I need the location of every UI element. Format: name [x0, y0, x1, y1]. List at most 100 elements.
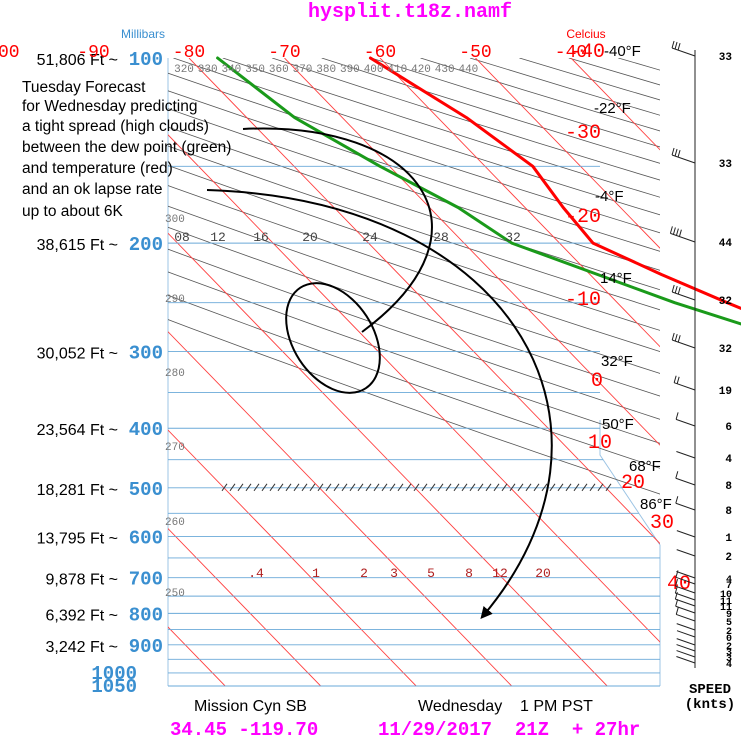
wind-speed-value: 6 — [725, 422, 732, 434]
mixing-ratio-label: 20 — [302, 230, 318, 245]
altitude-label: 30,052 Ft ~ — [37, 345, 118, 362]
pressure-label: 900 — [129, 636, 163, 658]
wind-barb-feather — [675, 579, 678, 587]
hatch-mark — [389, 483, 396, 492]
altitude-label: 6,392 Ft ~ — [46, 607, 119, 624]
hatch-mark — [301, 483, 308, 492]
top-temp-tick-label: -60 — [364, 43, 396, 63]
right-temp-label: -20 — [565, 206, 601, 229]
hatch-mark — [341, 483, 348, 492]
hatch-mark — [269, 483, 276, 492]
mixing-ratio-label: 12 — [492, 566, 508, 581]
wind-barb — [676, 644, 696, 652]
mixing-ratio-label: 5 — [427, 566, 435, 581]
pressure-label: 600 — [129, 528, 163, 550]
theta-tick-label: 430 — [435, 64, 455, 76]
annotation-arrow-upper — [242, 127, 433, 333]
hatch-mark — [517, 483, 524, 492]
mixing-ratio-label: 12 — [210, 230, 226, 245]
wind-barb-feather — [669, 226, 673, 234]
dewpoint-series-line — [216, 56, 741, 326]
annotation-line: for Wednesday predicting — [22, 98, 197, 115]
plot-right-edge — [599, 420, 661, 686]
hatch-mark — [285, 483, 292, 492]
altitude-label: 3,242 Ft ~ — [46, 639, 119, 656]
annotation-line: between the dew point (green) — [22, 139, 231, 156]
dry-adiabat-line — [168, 271, 660, 444]
dry-adiabat-line — [519, 58, 660, 101]
isotherm-line — [379, 58, 660, 348]
hatch-mark — [293, 483, 300, 492]
wind-barb-feather — [675, 599, 679, 607]
hatch-mark — [277, 483, 284, 492]
wind-barb-feather — [674, 333, 678, 342]
altitude-label: 51,806 Ft ~ — [37, 52, 118, 69]
wind-barb-feather — [674, 285, 678, 294]
theta-tick-label: 400 — [364, 64, 384, 76]
hatch-mark — [229, 483, 236, 492]
wind-barb-feather — [676, 376, 680, 384]
wind-speed-value: 1 — [725, 533, 732, 545]
mixing-ratio-label: 8 — [465, 566, 473, 581]
wind-barb — [676, 656, 696, 664]
theta-tick-label: 410 — [387, 64, 407, 76]
isotherm-line — [168, 134, 660, 643]
top-temp-tick-label: -100 — [0, 43, 20, 63]
top-temp-tick-label: -50 — [459, 43, 491, 63]
temperature-series-line — [368, 56, 741, 310]
wind-speed-value: 33 — [719, 52, 733, 64]
dry-adiabat-line — [469, 58, 660, 116]
top-temp-tick-label: -90 — [77, 43, 109, 63]
wind-barb-feather — [674, 585, 678, 594]
theta-side-label: 290 — [165, 294, 185, 306]
wind-speed-value: 4 — [725, 454, 732, 466]
dry-adiabat-line — [168, 294, 660, 469]
wind-units-label: (knts) — [685, 697, 735, 713]
wind-speed-value: 8 — [725, 481, 732, 493]
wind-barb — [675, 576, 696, 585]
isotherm-line — [284, 58, 660, 446]
wind-barb-feather — [675, 570, 679, 578]
hatch-mark — [525, 483, 532, 492]
theta-tick-label: 390 — [340, 64, 360, 76]
top-temp-tick-label: -80 — [173, 43, 205, 63]
wind-barb-feather — [677, 287, 681, 295]
wind-barb-feather — [671, 332, 675, 341]
wind-speed-value: 8 — [725, 506, 732, 518]
theta-tick-label: 370 — [293, 64, 313, 76]
wind-barb — [675, 502, 696, 511]
isotherm-line — [168, 331, 512, 686]
wind-barb — [675, 418, 696, 427]
dry-adiabat-line — [168, 165, 660, 331]
mixing-ratio-label: 16 — [253, 230, 269, 245]
annotation-arrow-lower — [206, 189, 553, 620]
theta-tick-label: 350 — [245, 64, 265, 76]
wind-speed-value: 2 — [726, 642, 732, 653]
wind-barb-feather — [672, 227, 676, 235]
theta-tick-label: 340 — [221, 64, 241, 76]
wind-barb-feather — [674, 41, 678, 50]
hatch-mark — [541, 483, 548, 492]
wind-barb — [675, 592, 696, 601]
pressure-label: 100 — [129, 49, 163, 71]
hatch-mark — [493, 483, 500, 492]
fahrenheit-label: 68°F — [629, 458, 661, 475]
hatch-mark — [501, 483, 508, 492]
fahrenheit-label: 86°F — [640, 496, 672, 513]
hatch-mark — [309, 483, 316, 492]
wind-barb — [672, 291, 696, 301]
altitude-label: 38,615 Ft ~ — [37, 237, 118, 254]
wind-barb — [670, 232, 696, 243]
mixing-ratio-label: 20 — [535, 566, 551, 581]
fahrenheit-label: -4°F — [595, 188, 624, 205]
wind-speed-value: 3 — [726, 648, 732, 659]
wind-barb — [676, 630, 696, 638]
theta-tick-label: 380 — [316, 64, 336, 76]
altitude-label: 23,564 Ft ~ — [37, 422, 118, 439]
highlight-ellipse — [285, 282, 381, 394]
wind-barb — [676, 650, 696, 658]
hatch-mark — [397, 483, 404, 492]
theta-tick-label: 330 — [198, 64, 218, 76]
wind-barb-feather — [671, 147, 675, 156]
mixing-ratio-label: .4 — [248, 566, 264, 581]
